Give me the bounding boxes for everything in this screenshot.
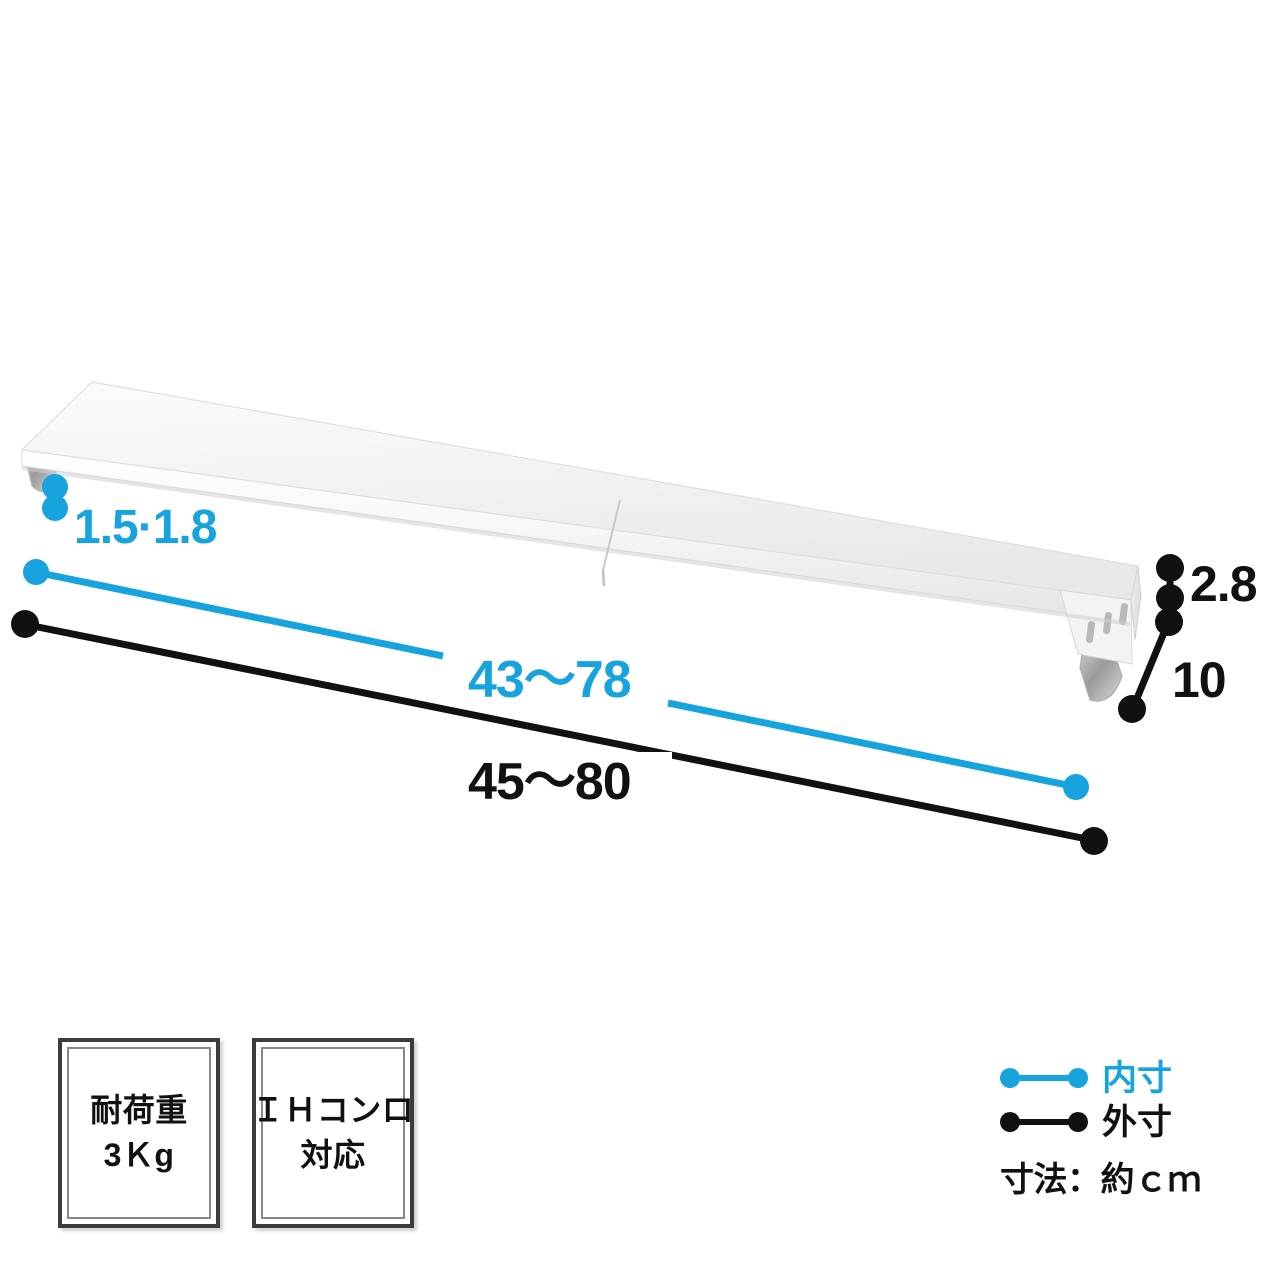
dimension-depth-inner-label: 1.5·1.8 <box>74 501 217 554</box>
load-capacity-badge-line-2: 3Ｋg <box>103 1137 175 1173</box>
dimension-legend: 内寸 外寸 寸法：約ｃｍ <box>1000 1056 1250 1201</box>
load-capacity-badge-line-1: 耐荷重 <box>90 1091 188 1128</box>
shelf-underside-shadow <box>22 466 1130 626</box>
shelf-right-skirt <box>1059 589 1133 665</box>
dimension-depth-outer: 10 <box>1118 608 1227 723</box>
ih-compatible-badge-inner: ＩＨコンロ 対応 <box>252 1047 414 1219</box>
shelf-center-seam <box>602 499 621 571</box>
dimension-width-outer: 45～80 <box>11 610 1108 855</box>
dimension-depth-inner: 1.5·1.8 <box>42 474 218 554</box>
shelf-body <box>20 381 1142 702</box>
load-capacity-badge-inner: 耐荷重 3Ｋg <box>67 1047 211 1219</box>
legend-row-inner: 内寸 <box>1000 1056 1250 1100</box>
shelf-center-seam-front <box>601 569 606 587</box>
dimension-height-outer: 2.8 <box>1156 554 1258 612</box>
legend-unit-note: 寸法：約ｃｍ <box>1000 1161 1202 1199</box>
dimension-height-outer-label: 2.8 <box>1190 556 1257 612</box>
inner-dimension-line-icon <box>1000 1065 1088 1091</box>
legend-row-outer: 外寸 <box>1000 1100 1250 1144</box>
dimension-depth-outer-label: 10 <box>1172 652 1226 708</box>
dimension-width-inner-label: 43～78 <box>468 651 631 709</box>
ih-compatible-badge-line-1: ＩＨコンロ <box>251 1091 415 1128</box>
legend-label-inner: 内寸 <box>1102 1058 1173 1098</box>
feature-badges: 耐荷重 3Ｋg ＩＨコンロ 対応 <box>58 1038 414 1228</box>
load-capacity-badge: 耐荷重 3Ｋg <box>58 1038 220 1228</box>
dimension-width-outer-label: 45～80 <box>468 753 631 811</box>
ih-compatible-badge: ＩＨコンロ 対応 <box>252 1038 414 1228</box>
shelf-vent-slots <box>1086 603 1128 644</box>
outer-dimension-line-icon <box>1000 1109 1088 1135</box>
shelf-right-endcap <box>1130 565 1142 641</box>
dimension-width-inner: 43～78 <box>23 559 1089 800</box>
ih-compatible-badge-line-2: 対応 <box>300 1137 366 1173</box>
legend-label-outer: 外寸 <box>1102 1102 1173 1142</box>
